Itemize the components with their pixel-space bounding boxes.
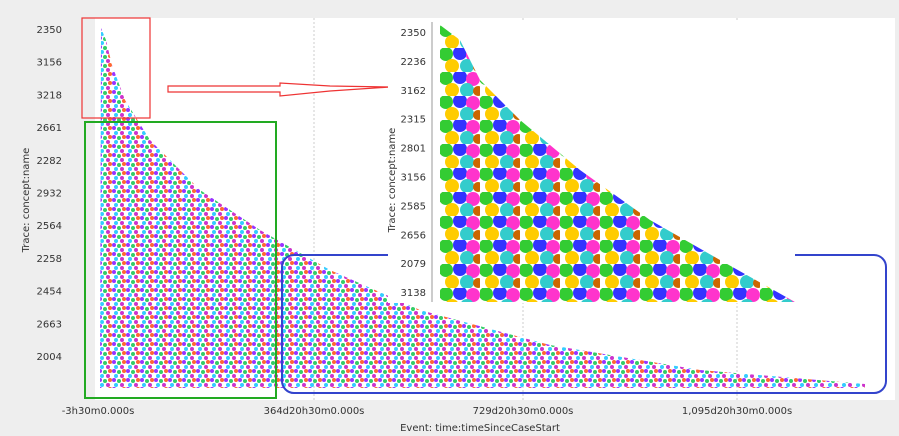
- dot-cloud: [440, 25, 795, 302]
- y-axis-title: Trace: concept:name: [21, 148, 32, 254]
- dot-cloud: [100, 28, 865, 388]
- highlight-box: [84, 121, 277, 399]
- y-label: 2454: [37, 287, 62, 298]
- y-labels: 2350 3156 3218 2661 2282 2932 2564 2258 2454 2663…: [37, 25, 62, 363]
- y-label: 2258: [37, 254, 62, 265]
- y-label: 3162: [401, 86, 426, 97]
- y-label: 3138: [401, 288, 426, 299]
- x-labels: -3h30m0.000s 364d20h30m0.000s 729d20h30m0.…: [62, 406, 792, 417]
- y-label: 2350: [37, 25, 62, 36]
- y-label: 2350: [401, 28, 426, 39]
- y-label: 2236: [401, 57, 426, 68]
- y-label: 2564: [37, 221, 62, 232]
- y-label: 3156: [37, 58, 62, 69]
- y-labels: 2350 2236 3162 2315 2801 3156 2585 2656 2079 3138: [401, 28, 426, 299]
- y-label: 2282: [37, 156, 62, 167]
- y-label: 2315: [401, 115, 426, 126]
- inset: Trace: concept:name 2350 2236 3162 2315 2801…: [387, 20, 795, 303]
- x-label: 729d20h30m0.000s: [473, 406, 574, 417]
- x-label: -3h30m0.000s: [62, 406, 135, 417]
- y-label: 2661: [37, 123, 62, 134]
- y-label: 2585: [401, 201, 426, 212]
- x-axis-title: Event: time:timeSinceCaseStart: [400, 423, 560, 434]
- y-label: 3156: [401, 173, 426, 184]
- highlight-box: [81, 17, 151, 119]
- y-label: 2663: [37, 319, 62, 330]
- arrow: [167, 82, 391, 97]
- y-label: 3218: [37, 90, 62, 101]
- y-label: 2656: [401, 230, 426, 241]
- x-label: 364d20h30m0.000s: [264, 406, 365, 417]
- y-label: 2801: [401, 144, 426, 155]
- y-axis-title: Trace: concept:name: [387, 128, 398, 234]
- x-label: 1,095d20h30m0.000s: [682, 406, 792, 417]
- y-label: 2932: [37, 189, 62, 200]
- y-label: 2004: [37, 352, 62, 363]
- y-label: 2079: [401, 259, 426, 270]
